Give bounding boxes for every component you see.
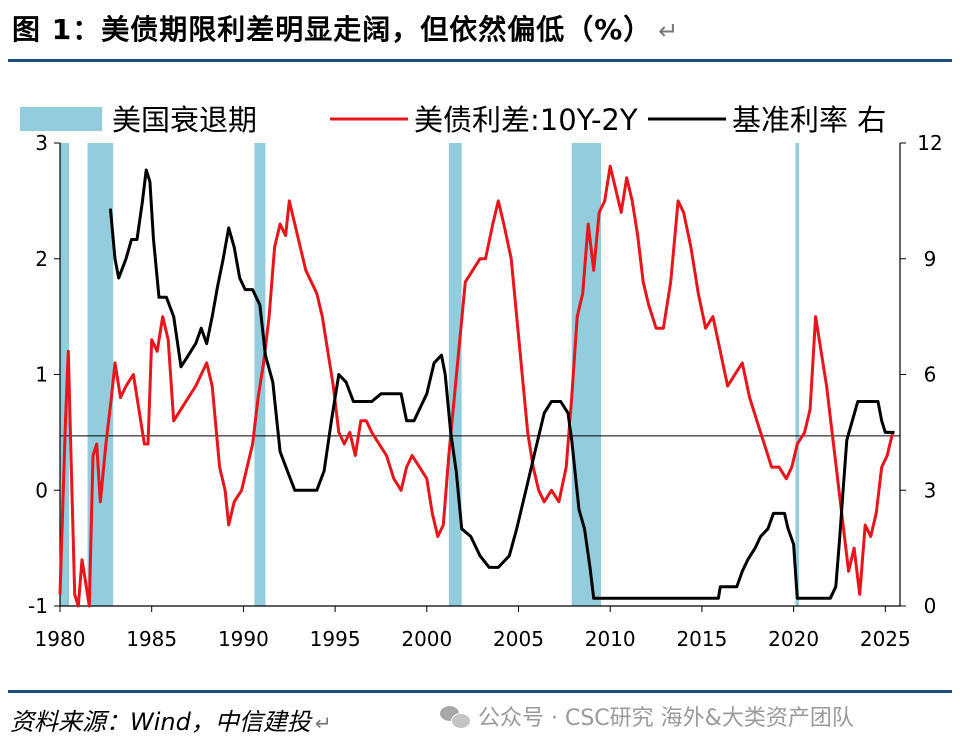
source-rule (8, 690, 952, 693)
wechat-icon (440, 704, 471, 729)
left-tick-label: 3 (35, 131, 48, 155)
spread-series-line (58, 164, 895, 608)
legend-spread-label: 美债利差:10Y-2Y (414, 103, 638, 137)
right-tick-label: 6 (924, 363, 937, 387)
rate-series-line (108, 168, 895, 600)
left-tick-label: 1 (35, 363, 48, 387)
right-tick-label: 3 (924, 478, 937, 502)
recession-band (60, 143, 70, 606)
title-rule (8, 59, 952, 62)
recession-band (795, 143, 800, 606)
return-glyph: ↵ (658, 17, 680, 45)
legend-recession-swatch (20, 107, 102, 131)
x-tick-label: 2015 (676, 627, 727, 651)
return-glyph: ↵ (314, 711, 332, 735)
right-tick-label: 9 (924, 247, 937, 271)
right-tick-label: 12 (917, 131, 942, 155)
chart: 美国衰退期 美债利差:10Y-2Y 基准利率 右 3 2 1 0 -1 12 9 6 3 0 198… (20, 103, 943, 651)
x-tick-label: 1985 (126, 627, 177, 651)
recession-band (571, 143, 602, 606)
page-title: 图 1：美债期限利差明显走阔，但依然偏低（%） ↵ (12, 13, 680, 46)
source-note: 资料来源：Wind，中信建投 ↵ (10, 708, 332, 736)
x-tick-label: 2000 (401, 627, 452, 651)
recession-bands (60, 143, 800, 606)
legend-rate-label: 基准利率 右 (732, 103, 886, 137)
left-tick-label: 2 (35, 247, 48, 271)
series (58, 164, 895, 608)
right-tick-label: 0 (924, 594, 937, 618)
legend-recession-label: 美国衰退期 (112, 103, 257, 137)
legend: 美国衰退期 美债利差:10Y-2Y 基准利率 右 (20, 103, 886, 137)
axes: 3 2 1 0 -1 12 9 6 3 0 1980 1985 1990 1995 2000 2005 2010… (28, 131, 943, 651)
watermark: 公众号 · CSC研究 海外&大类资产团队 (440, 700, 854, 732)
left-tick-label: 0 (35, 478, 48, 502)
x-tick-label: 2020 (768, 627, 819, 651)
x-tick-label: 2025 (860, 627, 911, 651)
recession-band (254, 143, 266, 606)
x-tick-label: 1995 (310, 627, 361, 651)
x-tick-label: 2010 (585, 627, 636, 651)
left-tick-label: -1 (28, 594, 48, 618)
x-tick-label: 1990 (218, 627, 269, 651)
x-tick-label: 1980 (35, 627, 86, 651)
x-tick-label: 2005 (493, 627, 544, 651)
